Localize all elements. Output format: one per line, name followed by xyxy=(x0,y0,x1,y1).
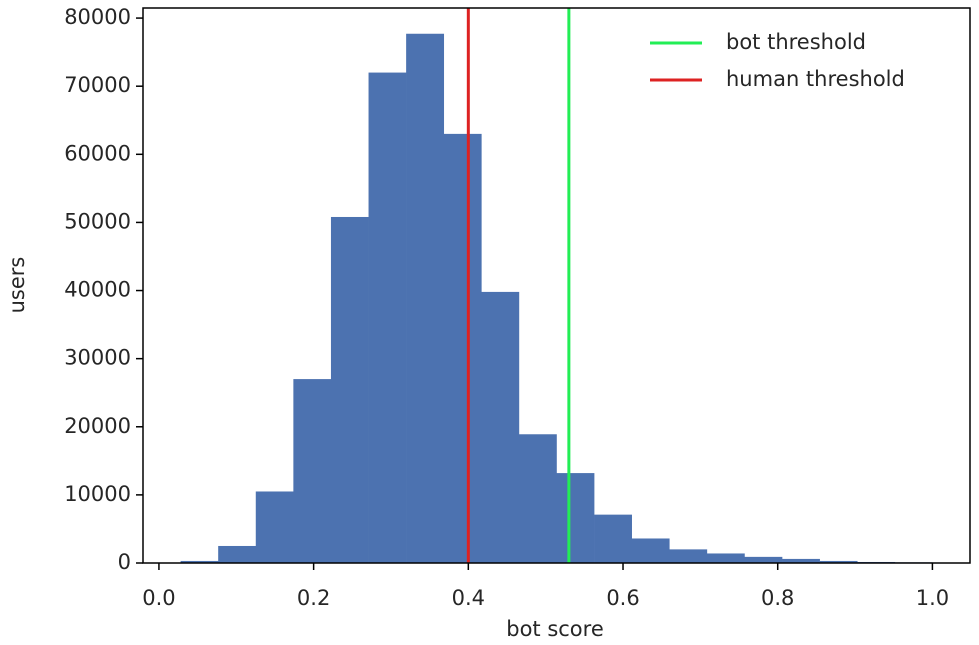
bar xyxy=(518,434,557,563)
legend-label: bot threshold xyxy=(726,30,866,54)
y-tick-label: 50000 xyxy=(64,209,131,233)
bar xyxy=(782,558,820,563)
bar xyxy=(180,560,219,563)
bar xyxy=(594,514,632,563)
y-tick-label: 20000 xyxy=(64,414,131,438)
x-tick-label: 0.8 xyxy=(761,586,794,610)
bar xyxy=(218,545,257,563)
bar xyxy=(706,553,745,563)
x-axis-label: bot score xyxy=(506,617,604,641)
bar xyxy=(406,33,445,563)
y-tick-label: 60000 xyxy=(64,141,131,165)
x-tick-label: 0.0 xyxy=(142,586,175,610)
bar xyxy=(368,72,407,563)
bar xyxy=(556,473,595,563)
bar xyxy=(293,379,332,563)
bar xyxy=(481,291,520,563)
y-tick-label: 10000 xyxy=(64,482,131,506)
bar xyxy=(330,216,369,563)
x-tick-label: 1.0 xyxy=(916,586,949,610)
plot-frame xyxy=(142,7,971,564)
y-tick-label: 40000 xyxy=(64,278,131,302)
y-tick-label: 30000 xyxy=(64,346,131,370)
bar xyxy=(631,538,670,563)
y-axis-label: users xyxy=(5,257,29,314)
x-tick-label: 0.2 xyxy=(297,586,330,610)
bar xyxy=(669,549,708,563)
bar xyxy=(819,560,858,563)
x-tick-label: 0.6 xyxy=(606,586,639,610)
y-tick-label: 80000 xyxy=(64,5,131,29)
bar xyxy=(744,556,783,563)
legend-label: human threshold xyxy=(726,67,905,91)
bar xyxy=(443,133,482,563)
y-tick-label: 0 xyxy=(118,550,131,574)
bar xyxy=(255,491,294,563)
x-tick-label: 0.4 xyxy=(452,586,485,610)
y-tick-label: 70000 xyxy=(64,73,131,97)
